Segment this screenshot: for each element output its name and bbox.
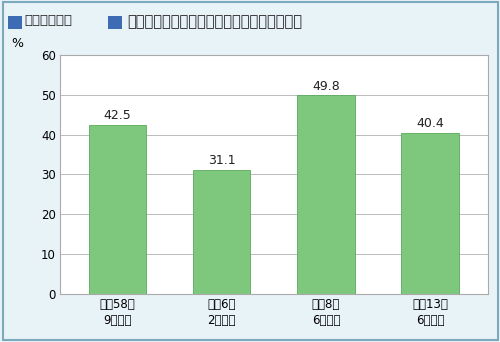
- Text: 図３－１－２: 図３－１－２: [24, 14, 72, 27]
- Bar: [297, 95, 354, 294]
- Text: 49.8: 49.8: [312, 80, 340, 93]
- Text: 42.5: 42.5: [104, 109, 131, 122]
- Bar: [88, 124, 146, 294]
- Bar: [402, 133, 459, 294]
- Text: %: %: [11, 37, 23, 50]
- Text: 40.4: 40.4: [416, 117, 444, 130]
- Text: 31.1: 31.1: [208, 154, 236, 167]
- Text: 「災害に対する安全性の確保」回答率の推移: 「災害に対する安全性の確保」回答率の推移: [128, 14, 302, 29]
- Bar: [193, 170, 250, 294]
